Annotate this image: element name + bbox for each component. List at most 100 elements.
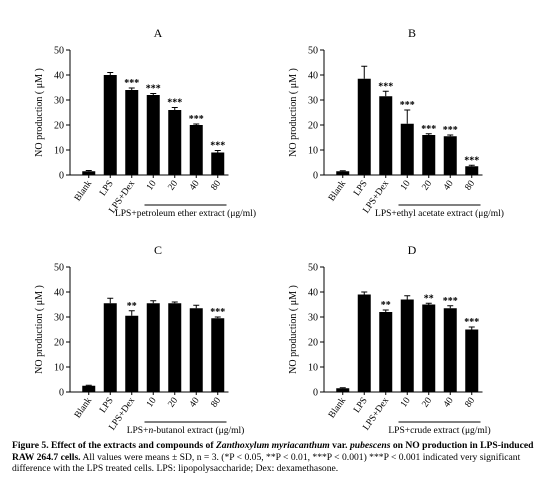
bar	[336, 171, 350, 175]
bar	[168, 303, 182, 392]
x-tick-label: 20	[167, 179, 181, 193]
y-tick-label: 40	[54, 288, 64, 299]
bar	[82, 171, 96, 175]
bar	[357, 294, 371, 392]
bar	[465, 166, 479, 175]
y-tick-label: 20	[54, 338, 64, 349]
significance-label: ***	[443, 125, 458, 136]
significance-label: ***	[146, 84, 161, 95]
y-tick-label: 0	[313, 388, 318, 399]
significance-label: **	[381, 300, 391, 311]
y-tick-label: 20	[54, 121, 64, 132]
y-tick-label: 20	[308, 338, 318, 349]
y-axis-label: NO production ( μM )	[34, 285, 45, 374]
bar	[422, 135, 436, 175]
panel-label: D	[408, 243, 417, 257]
caption-variety: pubescens	[349, 440, 391, 451]
y-tick-label: 20	[308, 121, 318, 132]
significance-label: ***	[421, 124, 436, 135]
bar	[189, 125, 203, 175]
significance-label: ***	[378, 81, 393, 92]
x-tick-label: LPS	[352, 396, 370, 415]
x-tick-label: 80	[210, 396, 224, 410]
significance-label: ***	[464, 155, 479, 166]
caption-body: All values were means ± SD, n = 3. (*P <…	[12, 451, 521, 475]
y-tick-label: 30	[308, 96, 318, 107]
significance-label: ***	[124, 78, 139, 89]
y-tick-label: 10	[54, 363, 64, 374]
x-tick-label: 40	[188, 396, 202, 410]
x-tick-label: Blank	[73, 396, 94, 421]
x-tick-label: 10	[399, 179, 413, 193]
x-tick-label: 10	[145, 179, 159, 193]
x-tick-label: 40	[188, 179, 202, 193]
significance-label: **	[424, 293, 434, 304]
bar	[422, 304, 436, 392]
x-tick-label: 80	[464, 396, 478, 410]
y-tick-label: 0	[59, 388, 64, 399]
y-tick-label: 30	[54, 96, 64, 107]
caption-title: Figure 5. Effect of the extracts and com…	[12, 440, 533, 463]
significance-label: ***	[464, 317, 479, 328]
y-tick-label: 10	[308, 363, 318, 374]
x-tick-label: 10	[399, 396, 413, 410]
y-tick-label: 50	[54, 263, 64, 274]
y-tick-label: 0	[313, 171, 318, 182]
x-tick-label: LPS	[98, 179, 116, 198]
y-tick-label: 0	[59, 171, 64, 182]
x-tick-label: 40	[442, 179, 456, 193]
bar	[146, 303, 160, 392]
bar	[82, 385, 96, 392]
caption-title-prefix: Figure 5. Effect of the extracts and com…	[12, 440, 216, 451]
x-tick-label: 20	[167, 396, 181, 410]
y-axis-label: NO production ( μM )	[288, 68, 299, 157]
x-tick-label: 80	[210, 179, 224, 193]
caption-title-mid: var.	[329, 440, 350, 451]
group-label-part: LPS+	[127, 426, 149, 436]
y-tick-label: 40	[308, 71, 318, 82]
y-tick-label: 50	[308, 46, 318, 57]
group-label-part: -butanol extract (μg/ml)	[153, 425, 244, 436]
group-label-part: n	[148, 426, 153, 436]
bar	[103, 303, 117, 392]
bar	[103, 75, 117, 175]
panel-label: B	[408, 26, 416, 40]
bar	[443, 308, 457, 392]
bar	[357, 78, 371, 175]
x-tick-label: 80	[464, 179, 478, 193]
bar	[400, 299, 414, 392]
x-tick-label: 10	[145, 396, 159, 410]
significance-label: ***	[210, 141, 225, 152]
caption-species: Zanthoxylum myriacanthum	[215, 440, 330, 451]
significance-label: ***	[400, 100, 415, 111]
bar	[125, 90, 139, 175]
significance-label: **	[127, 301, 137, 312]
figure-caption: Figure 5. Effect of the extracts and com…	[12, 440, 548, 475]
y-tick-label: 10	[308, 146, 318, 157]
x-tick-label: 20	[421, 396, 435, 410]
x-tick-label: 40	[442, 396, 456, 410]
bar	[211, 318, 225, 392]
y-axis-label: NO production ( μM )	[34, 68, 45, 157]
bar	[379, 312, 393, 392]
y-tick-label: 30	[308, 313, 318, 324]
x-tick-label: Blank	[73, 179, 94, 204]
bar	[168, 110, 182, 175]
group-label: LPS+ethyl acetate extract (μg/ml)	[375, 208, 504, 219]
bar	[211, 152, 225, 175]
bar	[379, 96, 393, 175]
bar	[189, 308, 203, 392]
group-label: LPS+petroleum ether extract (μg/ml)	[115, 208, 256, 219]
group-label: LPS+crude extract (μg/ml)	[388, 425, 490, 436]
group-label: LPS+n-butanol extract (μg/ml)	[127, 425, 245, 436]
x-tick-label: LPS	[352, 179, 370, 198]
bar	[336, 388, 350, 392]
bar	[400, 123, 414, 175]
y-tick-label: 40	[54, 71, 64, 82]
x-tick-label: Blank	[327, 396, 348, 421]
